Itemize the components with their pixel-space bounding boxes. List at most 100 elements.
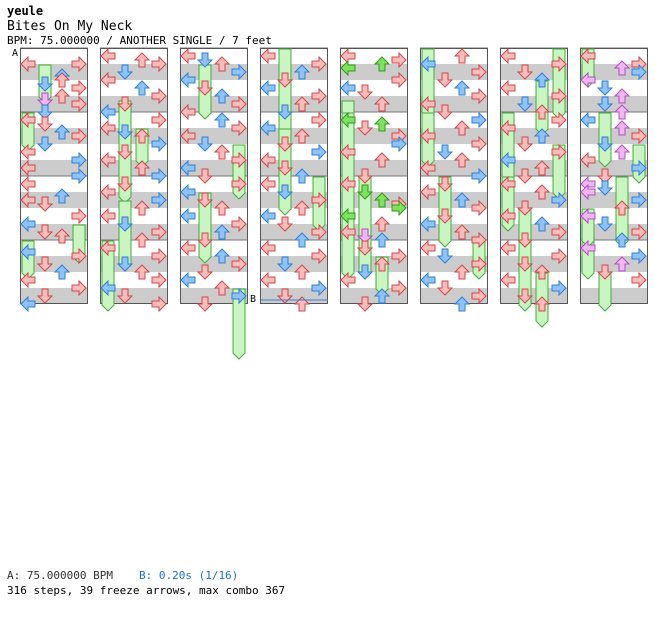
step-arrow-up bbox=[373, 116, 391, 132]
step-arrow-up bbox=[133, 200, 151, 216]
column-border bbox=[340, 48, 408, 304]
step-arrow-left bbox=[420, 95, 436, 113]
step-arrow-left bbox=[20, 111, 36, 129]
step-arrow-left bbox=[20, 243, 36, 261]
step-arrow-right bbox=[631, 159, 647, 177]
beat-stripe bbox=[180, 160, 248, 176]
step-arrow-left bbox=[580, 239, 596, 257]
step-arrow-right bbox=[71, 207, 87, 225]
step-arrow-left bbox=[420, 127, 436, 145]
beat-stripe bbox=[180, 64, 248, 80]
step-arrow-right bbox=[471, 111, 487, 129]
step-arrow-up bbox=[533, 264, 551, 280]
beat-stripe bbox=[340, 192, 408, 208]
column-border bbox=[100, 48, 168, 304]
step-arrow-down bbox=[516, 288, 534, 304]
step-arrow-left bbox=[500, 79, 516, 97]
step-arrow-left bbox=[420, 183, 436, 201]
step-arrow-up bbox=[613, 88, 631, 104]
step-arrow-up bbox=[533, 296, 551, 312]
beat-stripe bbox=[580, 256, 648, 272]
beat-stripe bbox=[100, 128, 168, 144]
beat-stripe bbox=[420, 160, 488, 176]
step-arrow-left bbox=[340, 175, 356, 193]
beat-stripe bbox=[180, 96, 248, 112]
step-arrow-down bbox=[36, 136, 54, 152]
step-arrow-right bbox=[71, 279, 87, 297]
beat-stripe bbox=[180, 192, 248, 208]
step-arrow-left bbox=[420, 239, 436, 257]
step-arrow-right bbox=[311, 111, 327, 129]
step-arrow-up bbox=[373, 96, 391, 112]
beat-stripe bbox=[260, 64, 328, 80]
step-arrow-right bbox=[151, 135, 167, 153]
step-arrow-left bbox=[420, 55, 436, 73]
step-arrow-right bbox=[151, 295, 167, 313]
step-arrow-up bbox=[293, 232, 311, 248]
beat-stripe bbox=[580, 64, 648, 80]
step-arrow-down bbox=[116, 256, 134, 272]
step-arrow-up bbox=[373, 192, 391, 208]
beat-stripe bbox=[20, 224, 88, 240]
step-arrow-right bbox=[551, 247, 567, 265]
beat-stripe bbox=[340, 96, 408, 112]
step-arrow-up bbox=[373, 216, 391, 232]
step-arrow-down bbox=[436, 104, 454, 120]
step-arrow-down bbox=[276, 184, 294, 200]
step-arrow-right bbox=[471, 231, 487, 249]
beat-stripe bbox=[100, 192, 168, 208]
step-arrow-up bbox=[213, 144, 231, 160]
beat-stripe bbox=[420, 192, 488, 208]
step-chart-svg bbox=[20, 47, 648, 360]
legend: A: 75.000000 BPM B: 0.20s (1/16) bbox=[7, 569, 238, 582]
step-arrow-up bbox=[453, 192, 471, 208]
step-arrow-down bbox=[116, 288, 134, 304]
freeze-arrow-down bbox=[198, 192, 212, 264]
step-arrow-up bbox=[213, 56, 231, 72]
beat-stripe bbox=[20, 64, 88, 80]
beat-stripe bbox=[580, 192, 648, 208]
step-arrow-left bbox=[20, 175, 36, 193]
step-arrow-right bbox=[391, 71, 407, 89]
step-arrow-right bbox=[71, 95, 87, 113]
step-arrow-up bbox=[373, 56, 391, 72]
column-border bbox=[420, 48, 488, 304]
step-arrow-left bbox=[180, 183, 196, 201]
beat-stripe bbox=[340, 128, 408, 144]
step-arrow-left bbox=[20, 55, 36, 73]
step-arrow-down bbox=[116, 144, 134, 160]
beat-stripe bbox=[100, 224, 168, 240]
step-arrow-down bbox=[36, 196, 54, 212]
beat-stripe bbox=[420, 96, 488, 112]
step-arrow-right bbox=[151, 271, 167, 289]
step-arrow-up bbox=[453, 120, 471, 136]
beat-stripe bbox=[580, 160, 648, 176]
step-arrow-up bbox=[293, 200, 311, 216]
column-border bbox=[260, 48, 328, 304]
step-arrow-left bbox=[260, 119, 276, 137]
step-arrow-down bbox=[356, 228, 374, 244]
step-arrow-up bbox=[293, 128, 311, 144]
step-arrow-down bbox=[516, 64, 534, 80]
step-arrow-right bbox=[231, 95, 247, 113]
step-arrow-down bbox=[516, 96, 534, 112]
step-arrow-down bbox=[596, 264, 614, 280]
legend-bpm: A: 75.000000 BPM bbox=[7, 569, 113, 582]
beat-stripe bbox=[340, 288, 408, 304]
step-arrow-left bbox=[260, 47, 276, 65]
beat-stripe bbox=[180, 288, 248, 304]
step-arrow-down bbox=[196, 296, 214, 312]
beat-stripe bbox=[500, 96, 568, 112]
step-arrow-down bbox=[356, 184, 374, 200]
step-arrow-up bbox=[293, 96, 311, 112]
step-arrow-right bbox=[151, 55, 167, 73]
step-arrow-left bbox=[340, 59, 356, 77]
step-arrow-down bbox=[436, 248, 454, 264]
step-arrow-left bbox=[580, 47, 596, 65]
beat-stripe bbox=[500, 256, 568, 272]
step-arrow-left bbox=[340, 79, 356, 97]
step-arrow-right bbox=[631, 63, 647, 81]
step-arrow-down bbox=[36, 76, 54, 92]
step-arrow-right bbox=[231, 119, 247, 137]
step-arrow-down bbox=[276, 256, 294, 272]
